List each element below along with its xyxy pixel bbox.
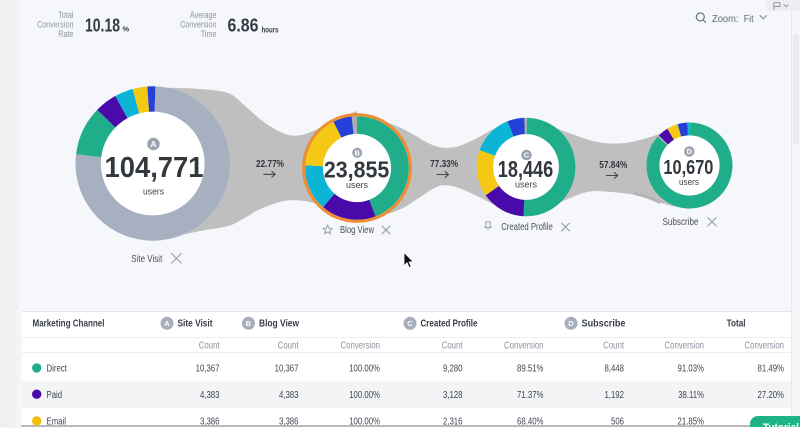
svg-text:68.40%: 68.40%	[517, 417, 544, 427]
svg-text:users: users	[143, 187, 164, 197]
svg-text:22.77%: 22.77%	[256, 159, 284, 170]
svg-text:D: D	[568, 319, 574, 328]
svg-text:4,383: 4,383	[279, 390, 299, 401]
svg-text:57.84%: 57.84%	[599, 160, 627, 171]
svg-text:Direct: Direct	[47, 364, 68, 375]
svg-text:4,383: 4,383	[200, 390, 220, 401]
svg-text:21.85%: 21.85%	[678, 417, 705, 427]
svg-text:Email: Email	[47, 417, 67, 427]
svg-text:hours: hours	[262, 26, 279, 35]
svg-text:100.00%: 100.00%	[349, 417, 380, 427]
svg-text:3,128: 3,128	[443, 390, 463, 401]
svg-text:users: users	[679, 177, 699, 187]
svg-text:506: 506	[611, 417, 624, 427]
svg-text:Conversion: Conversion	[504, 341, 543, 352]
svg-text:81.49%: 81.49%	[758, 364, 785, 375]
svg-text:Blog View: Blog View	[259, 318, 299, 329]
svg-text:71.37%: 71.37%	[517, 390, 544, 401]
svg-text:1,192: 1,192	[604, 390, 624, 401]
svg-text:3,386: 3,386	[200, 417, 220, 427]
svg-text:23,855: 23,855	[324, 156, 390, 182]
svg-text:6.86: 6.86	[228, 16, 259, 36]
svg-text:Conversion: Conversion	[665, 341, 704, 352]
svg-text:91.03%: 91.03%	[678, 364, 705, 375]
svg-text:Count: Count	[278, 341, 299, 352]
svg-text:Created Profile: Created Profile	[421, 318, 478, 329]
svg-text:10,670: 10,670	[663, 157, 713, 179]
svg-text:Total: Total	[58, 10, 73, 20]
svg-text:B: B	[246, 319, 252, 328]
svg-text:18,446: 18,446	[498, 156, 553, 182]
svg-text:A: A	[164, 319, 170, 328]
svg-text:10,367: 10,367	[275, 364, 299, 375]
svg-text:104,771: 104,771	[105, 152, 204, 184]
svg-text:Paid: Paid	[47, 390, 63, 401]
svg-text:8,448: 8,448	[604, 364, 624, 375]
svg-text:3,386: 3,386	[279, 417, 299, 427]
svg-text:9,280: 9,280	[443, 364, 463, 375]
svg-text:2,316: 2,316	[443, 417, 463, 427]
svg-text:Blog View: Blog View	[340, 225, 375, 236]
svg-text:Marketing Channel: Marketing Channel	[33, 318, 105, 329]
svg-text:Site Visit: Site Visit	[178, 318, 214, 329]
svg-text:D: D	[687, 147, 693, 156]
svg-text:100.00%: 100.00%	[349, 364, 380, 375]
svg-text:Zoom:: Zoom:	[712, 13, 739, 25]
svg-text:C: C	[524, 151, 530, 160]
svg-text:Count: Count	[603, 341, 624, 352]
svg-text:Time: Time	[201, 29, 217, 39]
svg-text:38.11%: 38.11%	[678, 390, 704, 401]
svg-text:Subscribe: Subscribe	[582, 318, 626, 329]
svg-text:Conversion: Conversion	[341, 341, 380, 352]
svg-text:Site Visit: Site Visit	[131, 254, 162, 265]
svg-text:Average: Average	[190, 10, 217, 20]
svg-text:Created Profile: Created Profile	[501, 222, 553, 233]
svg-text:%: %	[123, 25, 130, 34]
svg-text:89.51%: 89.51%	[517, 364, 544, 375]
svg-text:10.18: 10.18	[85, 16, 120, 36]
svg-text:Conversion: Conversion	[180, 20, 216, 30]
svg-text:Rate: Rate	[58, 29, 73, 39]
svg-text:10,367: 10,367	[196, 364, 220, 375]
svg-text:Conversion: Conversion	[745, 341, 784, 352]
svg-text:Conversion: Conversion	[37, 20, 73, 30]
svg-text:users: users	[346, 180, 368, 190]
svg-text:Count: Count	[199, 341, 220, 352]
svg-text:Tutorial: Tutorial	[763, 422, 799, 427]
svg-text:Fit: Fit	[744, 13, 754, 25]
svg-text:Count: Count	[442, 341, 463, 352]
svg-text:27.20%: 27.20%	[758, 390, 785, 401]
svg-text:77.33%: 77.33%	[430, 159, 458, 170]
svg-text:users: users	[515, 180, 537, 190]
svg-text:Total: Total	[727, 318, 746, 329]
svg-text:C: C	[407, 319, 413, 328]
svg-text:B: B	[354, 149, 360, 158]
svg-text:A: A	[150, 139, 156, 149]
svg-text:100.00%: 100.00%	[349, 390, 380, 401]
svg-text:Subscribe: Subscribe	[663, 217, 699, 228]
